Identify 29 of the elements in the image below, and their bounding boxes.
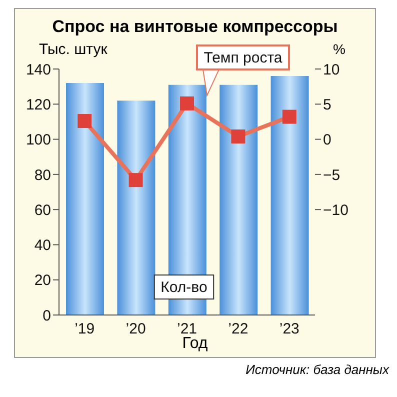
x-tick-label: ’20: [126, 320, 146, 338]
x-axis-title: Год: [182, 335, 208, 352]
y2-axis-title: %: [333, 41, 346, 57]
y-tick-label: 140: [26, 61, 51, 78]
y2-tick-label: 10: [323, 61, 340, 78]
bar: [117, 100, 156, 315]
y-tick-label: 0: [42, 307, 51, 324]
y-tick-label: 60: [34, 202, 51, 219]
y-axis-title: Тыс. штук: [39, 41, 108, 58]
y-tick-label: 120: [26, 96, 51, 114]
text: Источник: база данных: [244, 362, 389, 377]
x-tick-label: ’23: [279, 320, 300, 338]
y2-tick-label: 5: [323, 96, 332, 114]
y-tick-label: 80: [34, 166, 51, 184]
y-tick-label: 20: [34, 272, 51, 290]
x-tick-label: ’21: [176, 320, 198, 338]
chart-title: Спрос на винтовые компрессоры: [51, 16, 339, 38]
text: Темп роста: [204, 49, 283, 66]
series-label: Кол-во: [160, 279, 208, 296]
y2-tick-label: 0: [323, 132, 332, 149]
x-tick-label: ’22: [228, 320, 248, 338]
y2-tick-label: −10: [323, 202, 348, 219]
bar: [270, 76, 309, 315]
bar: [66, 83, 104, 315]
x-tick-label: ’19: [74, 320, 95, 338]
bar: [220, 84, 258, 315]
y-tick-label: 100: [26, 132, 51, 149]
y2-tick-label: −5: [323, 166, 340, 184]
y-tick-label: 40: [34, 237, 51, 254]
